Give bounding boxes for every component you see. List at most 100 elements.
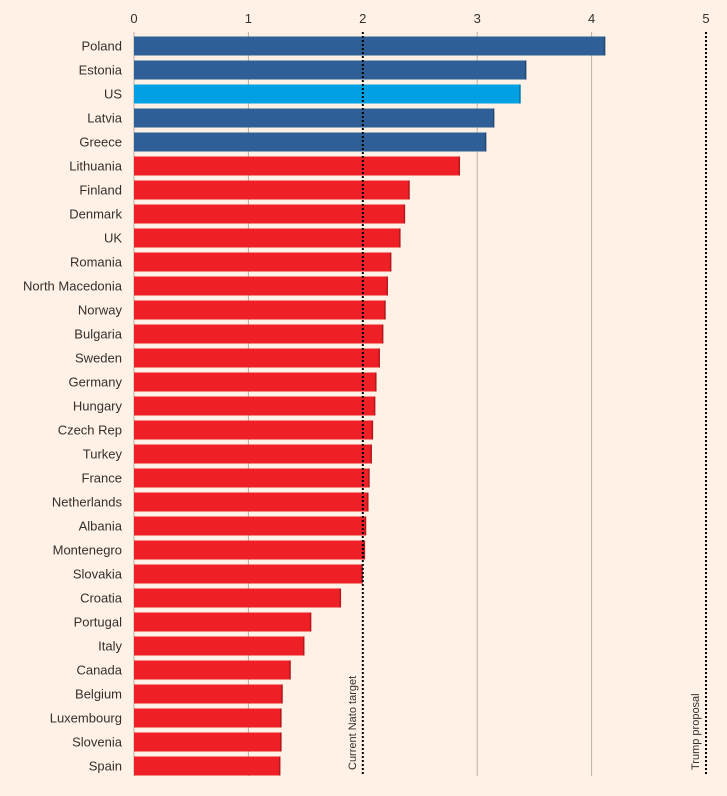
category-label-canada: Canada xyxy=(76,663,122,678)
bar-end-slovenia xyxy=(280,732,282,752)
bar-end-albania xyxy=(364,516,367,536)
bar-end-canada xyxy=(289,660,291,680)
bar-end-denmark xyxy=(403,204,406,224)
category-label-lithuania: Lithuania xyxy=(69,159,123,174)
bar-hungary xyxy=(134,396,376,416)
bar-poland xyxy=(134,36,606,56)
bar-netherlands xyxy=(134,492,369,512)
x-axis-ticks: 0 1 2 3 4 5 xyxy=(130,11,709,26)
category-labels: Poland Estonia US Latvia Greece Lithuania Finl… xyxy=(23,39,123,774)
bar-albania xyxy=(134,516,367,536)
category-label-spain: Spain xyxy=(89,759,122,774)
bar-north-macedonia xyxy=(134,276,388,296)
bar-spain xyxy=(134,756,281,776)
category-label-sweden: Sweden xyxy=(75,351,122,366)
bar-end-north-macedonia xyxy=(386,276,388,296)
bar-end-turkey xyxy=(370,444,372,464)
category-label-norway: Norway xyxy=(78,303,123,318)
category-label-luxembourg: Luxembourg xyxy=(50,711,122,726)
bar-end-luxembourg xyxy=(280,708,282,728)
bar-end-portugal xyxy=(309,612,312,632)
bar-portugal xyxy=(134,612,312,632)
category-label-us: US xyxy=(104,87,122,102)
bar-czech-rep xyxy=(134,420,374,440)
bar-end-greece xyxy=(484,132,487,152)
category-label-portugal: Portugal xyxy=(74,615,123,630)
bar-end-germany xyxy=(375,372,377,392)
bars xyxy=(134,36,606,776)
bar-end-estonia xyxy=(524,60,527,80)
category-label-greece: Greece xyxy=(79,135,122,150)
bar-croatia xyxy=(134,588,342,608)
category-label-bulgaria: Bulgaria xyxy=(74,327,122,342)
bar-end-latvia xyxy=(492,108,495,128)
ref-label-current-nato-target: Current Nato target xyxy=(347,676,359,770)
category-label-north-macedonia: North Macedonia xyxy=(23,279,123,294)
category-label-denmark: Denmark xyxy=(69,207,122,222)
bar-end-montenegro xyxy=(363,540,366,560)
category-label-romania: Romania xyxy=(70,255,123,270)
bar-slovenia xyxy=(134,732,282,752)
bar-end-croatia xyxy=(339,588,342,608)
category-label-uk: UK xyxy=(104,231,122,246)
category-label-croatia: Croatia xyxy=(80,591,123,606)
bar-latvia xyxy=(134,108,495,128)
category-label-belgium: Belgium xyxy=(75,687,122,702)
category-label-latvia: Latvia xyxy=(87,111,122,126)
category-label-germany: Germany xyxy=(69,375,123,390)
bar-luxembourg xyxy=(134,708,282,728)
bar-france xyxy=(134,468,370,488)
bar-end-bulgaria xyxy=(381,324,384,344)
bar-end-lithuania xyxy=(458,156,461,176)
category-label-slovenia: Slovenia xyxy=(72,735,123,750)
bar-estonia xyxy=(134,60,527,80)
bar-canada xyxy=(134,660,291,680)
bar-romania xyxy=(134,252,392,272)
bar-montenegro xyxy=(134,540,366,560)
bar-germany xyxy=(134,372,377,392)
bar-denmark xyxy=(134,204,406,224)
bar-sweden xyxy=(134,348,380,368)
bar-end-netherlands xyxy=(367,492,369,512)
bar-turkey xyxy=(134,444,372,464)
bar-end-hungary xyxy=(373,396,376,416)
bar-slovakia xyxy=(134,564,363,584)
bar-end-spain xyxy=(278,756,281,776)
x-tick-label-4: 4 xyxy=(588,11,595,26)
x-tick-label-0: 0 xyxy=(130,11,137,26)
bar-end-italy xyxy=(302,636,305,656)
bar-end-norway xyxy=(384,300,386,320)
category-label-italy: Italy xyxy=(98,639,122,654)
bar-end-belgium xyxy=(281,684,283,704)
bar-greece xyxy=(134,132,487,152)
bar-end-sweden xyxy=(378,348,380,368)
category-label-turkey: Turkey xyxy=(83,447,123,462)
category-label-hungary: Hungary xyxy=(73,399,123,414)
bar-belgium xyxy=(134,684,283,704)
category-label-poland: Poland xyxy=(82,39,122,54)
bar-end-france xyxy=(368,468,370,488)
bar-bulgaria xyxy=(134,324,384,344)
x-tick-label-1: 1 xyxy=(245,11,252,26)
bar-end-romania xyxy=(389,252,392,272)
category-label-montenegro: Montenegro xyxy=(53,543,122,558)
bar-lithuania xyxy=(134,156,461,176)
category-label-netherlands: Netherlands xyxy=(52,495,123,510)
x-tick-label-5: 5 xyxy=(702,11,709,26)
category-label-france: France xyxy=(82,471,122,486)
category-label-czech-rep: Czech Rep xyxy=(58,423,122,438)
ref-label-trump-proposal: Trump proposal xyxy=(690,693,702,770)
x-tick-label-2: 2 xyxy=(359,11,366,26)
bar-end-czech-rep xyxy=(371,420,374,440)
category-label-finland: Finland xyxy=(79,183,122,198)
bar-finland xyxy=(134,180,410,200)
bar-us xyxy=(134,84,521,104)
bar-end-uk xyxy=(399,228,401,248)
category-label-estonia: Estonia xyxy=(79,63,123,78)
category-label-slovakia: Slovakia xyxy=(73,567,123,582)
bar-italy xyxy=(134,636,305,656)
bar-norway xyxy=(134,300,386,320)
bar-uk xyxy=(134,228,401,248)
bar-end-us xyxy=(519,84,521,104)
bar-end-finland xyxy=(408,180,410,200)
